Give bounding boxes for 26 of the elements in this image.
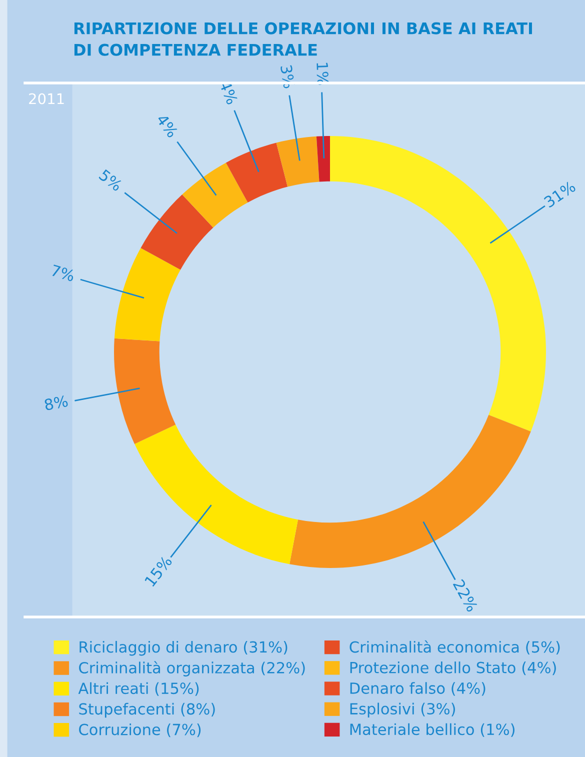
donut-slice [226, 142, 288, 202]
legend-label: Esplosivi (3%) [350, 702, 455, 718]
donut-slice [182, 162, 248, 228]
donut-slice [114, 248, 180, 342]
chart-title: RIPARTIZIONE DELLE OPERAZIONI IN BASE AI REATI DI COMPETENZA FEDERALE [74, 22, 532, 56]
legend-label: Altri reati (15%) [78, 682, 199, 696]
text: 2011 [29, 93, 64, 104]
donut-slice [276, 136, 320, 187]
data-label: 22% [452, 578, 478, 612]
data-label: 8% [44, 395, 68, 411]
legend-label: Criminalità economica (5%) [350, 640, 560, 655]
legend-label: Denaro falso (4%) [350, 682, 486, 696]
donut-slice [290, 414, 531, 568]
legend-label: Riciclaggio di denaro (31%) [80, 640, 288, 656]
donut-slice [140, 194, 214, 270]
legend-label: Materiale bellico (1%) [350, 723, 514, 737]
data-label: 5% [98, 168, 124, 192]
legend-label: Corruzione (7%) [79, 723, 201, 738]
legend-label: Stupefacenti (8%) [79, 702, 215, 718]
donut-slice [316, 136, 330, 182]
legend-label: Criminalità organizzata (22%) [79, 661, 305, 676]
data-label: 4% [156, 113, 179, 138]
donut-slice [330, 136, 546, 432]
data-label: 7% [50, 264, 76, 282]
legend-label: Protezione dello Stato (4%) [350, 662, 556, 676]
donut-slice [114, 338, 176, 444]
